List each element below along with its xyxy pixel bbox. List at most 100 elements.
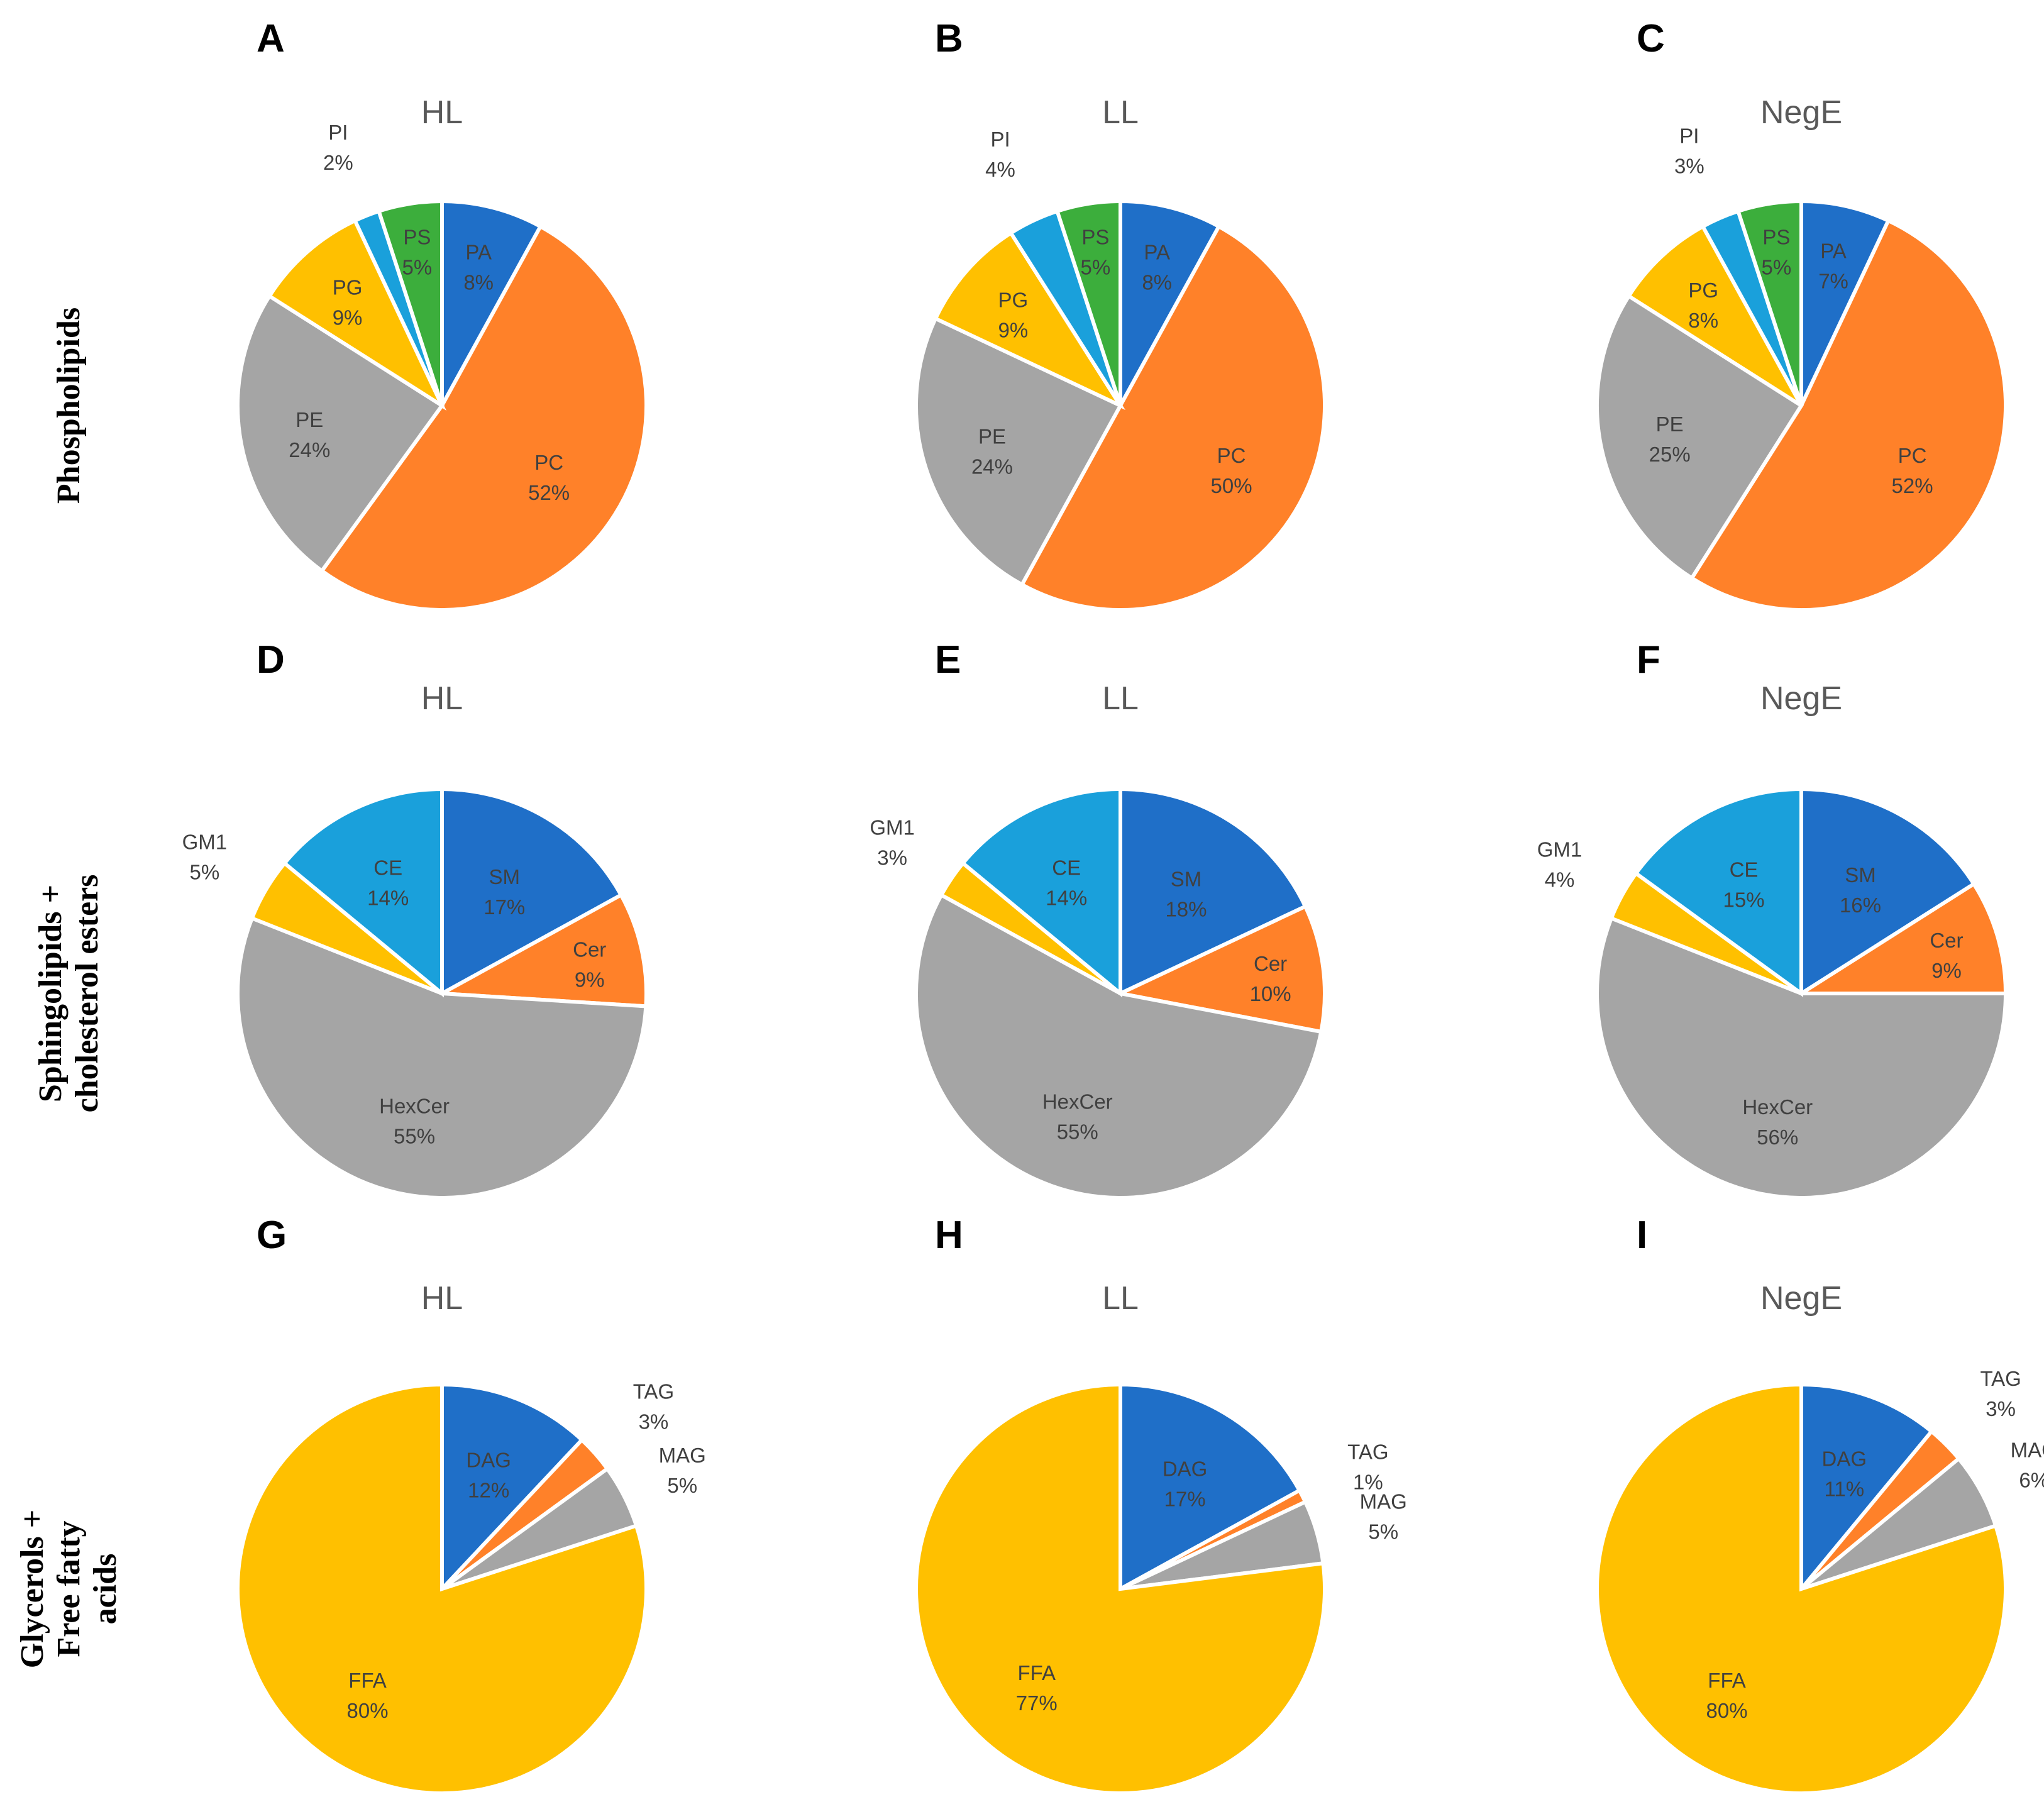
pie-panel-H: H LL DAG 17% TAG 1%MAG 5% FFA 77% (914, 1214, 1407, 1795)
slice-name: Cer (573, 938, 606, 961)
pie-slice-ce (282, 787, 444, 998)
slice-name: PC (1217, 444, 1246, 467)
slice-name: PS (403, 226, 431, 249)
pie-slice-dag (1119, 1382, 1302, 1593)
chart-title: NegE (1760, 680, 1842, 717)
slice-label: FFA 80% (347, 1669, 389, 1722)
slice-label: SM 16% (1840, 863, 1881, 917)
slice-name: PI (1679, 124, 1699, 147)
slice-value: 17% (483, 895, 525, 919)
slice-label: FFA 80% (1706, 1669, 1748, 1722)
slice-label: PC 52% (528, 451, 570, 504)
slice-name: TAG (633, 1380, 674, 1403)
panel-letter: D (257, 638, 285, 682)
pie-slice-hexcer (236, 915, 648, 1200)
slice-name: PA (1144, 240, 1170, 263)
pie-slice-sm (1119, 787, 1308, 997)
slice-value: 14% (1046, 887, 1087, 910)
slice-name: DAG (466, 1449, 511, 1472)
slice-label: SM 17% (483, 865, 525, 919)
slice-value: 14% (367, 887, 409, 910)
slice-value: 5% (1761, 256, 1791, 279)
pie-slice-ps (376, 199, 444, 406)
row-label-line: Free fatty (51, 1520, 87, 1657)
slice-name: GM1 (1537, 838, 1583, 861)
slice-name: TAG (1347, 1440, 1388, 1463)
slice-label: PI 2% (323, 121, 353, 174)
row-labels: Phospholipids Sphingolipids +cholesterol … (14, 307, 123, 1668)
pie-slice-cer (1794, 881, 2008, 995)
slice-value: 9% (575, 968, 605, 992)
slice-name: PA (465, 240, 492, 263)
slice-name: SM (1171, 867, 1202, 890)
slice-value: 10% (1250, 982, 1291, 1005)
slice-value: 3% (639, 1410, 669, 1433)
slice-value: 77% (1016, 1691, 1058, 1715)
slice-value: 24% (971, 455, 1013, 478)
row-label-line: acids (87, 1554, 123, 1625)
slice-value: 18% (1165, 897, 1207, 921)
slice-label: HexCer 56% (1742, 1095, 1813, 1149)
pie-slice-ffa (1594, 1382, 2008, 1795)
panel-letter: F (1637, 638, 1660, 682)
slice-label: TAG 1% (1347, 1440, 1388, 1493)
row-label-line: Phospholipids (51, 307, 87, 504)
pie-slice-pe (236, 293, 445, 574)
slice-label: MAG 6% (2011, 1438, 2044, 1491)
slice-label: DAG 12% (466, 1449, 511, 1502)
pie-slice-hexcer (914, 892, 1323, 1200)
pie-slice-pg (267, 218, 447, 411)
slice-name: PG (998, 289, 1029, 312)
chart-title: NegE (1760, 94, 1842, 131)
slice-value: 80% (347, 1699, 389, 1722)
chart-title: LL (1102, 1280, 1139, 1317)
slice-value: 56% (1757, 1125, 1798, 1149)
slice-label: CE 14% (1046, 856, 1087, 910)
pie-slice-pc (1689, 218, 2008, 612)
pie-panels: A HL PA 8% PC 52% PE 24% PG 9% PI 2% PS 5% B LL PA 8% PC 50… (182, 17, 2044, 1795)
slice-value: 7% (1818, 270, 1848, 293)
pie-slice-ffa (914, 1382, 1327, 1795)
slice-value: 24% (289, 438, 330, 462)
slice-name: SM (489, 865, 521, 888)
pie-slice-dag (1799, 1382, 1935, 1595)
pie-slice-cer (435, 892, 648, 1009)
slice-value: 9% (998, 319, 1028, 342)
pie-slice-pa (1799, 199, 1891, 407)
slice-value: 4% (985, 158, 1015, 181)
pie-slice-sm (440, 787, 624, 997)
slice-name: SM (1845, 863, 1876, 887)
slice-name: HexCer (1742, 1095, 1813, 1119)
pie-slice-ffa (235, 1382, 648, 1795)
slice-value: 3% (1674, 154, 1704, 177)
slice-value: 52% (1892, 474, 1933, 497)
pie-slice-pa (440, 199, 543, 407)
slice-value: 80% (1706, 1699, 1748, 1722)
slice-name: PG (333, 275, 363, 299)
slice-name: TAG (1980, 1367, 2021, 1390)
slice-name: GM1 (870, 816, 915, 839)
slice-label: DAG 11% (1821, 1447, 1867, 1500)
slice-name: PE (1656, 412, 1684, 436)
slice-label: GM1 5% (182, 831, 228, 884)
pie-slice-pc (319, 224, 648, 612)
chart-title: HL (421, 680, 463, 717)
slice-value: 8% (1688, 309, 1718, 332)
panel-letter: C (1637, 17, 1665, 60)
slice-name: PC (534, 451, 563, 474)
slice-name: PE (296, 408, 323, 431)
slice-name: HexCer (379, 1095, 450, 1118)
slice-name: FFA (348, 1669, 387, 1692)
slice-value: 1% (1353, 1470, 1383, 1493)
pie-panel-G: G HL DAG 12% TAG 3% MAG 5% FFA 80% (235, 1214, 706, 1795)
pie-slice-pe (1595, 293, 1804, 581)
panel-letter: H (935, 1214, 963, 1257)
slice-value: 5% (1080, 256, 1110, 279)
slice-name: Cer (1254, 952, 1287, 975)
slice-label: Cer 9% (1930, 929, 1963, 982)
slice-value: 8% (463, 270, 494, 294)
slice-name: Cer (1930, 929, 1963, 952)
